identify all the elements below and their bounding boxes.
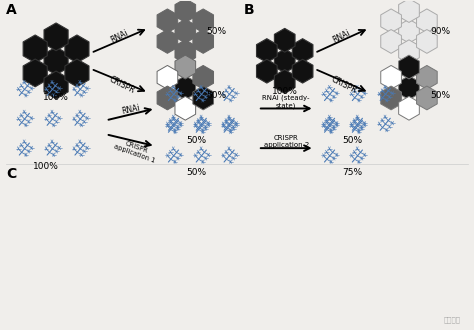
Text: 90%: 90%: [430, 27, 451, 36]
Polygon shape: [399, 76, 419, 100]
Text: CRISPR: CRISPR: [329, 74, 358, 95]
Text: 100%: 100%: [272, 87, 298, 96]
Polygon shape: [65, 35, 89, 63]
Polygon shape: [23, 35, 47, 63]
Text: 50%: 50%: [430, 91, 451, 100]
Polygon shape: [175, 19, 196, 43]
Text: RNAi: RNAi: [120, 103, 141, 116]
Polygon shape: [193, 30, 213, 53]
Polygon shape: [175, 96, 196, 120]
Text: 50%: 50%: [186, 168, 206, 177]
Text: CRISPR
application 2: CRISPR application 2: [264, 135, 309, 148]
Text: A: A: [6, 3, 17, 17]
Text: 50%: 50%: [207, 27, 227, 36]
Polygon shape: [44, 47, 68, 75]
Text: B: B: [244, 3, 255, 17]
Text: 50%: 50%: [186, 136, 206, 145]
Polygon shape: [274, 49, 295, 73]
Polygon shape: [256, 59, 277, 83]
Polygon shape: [175, 55, 196, 79]
Polygon shape: [399, 55, 419, 79]
Text: 枢密科技: 枢密科技: [444, 316, 461, 323]
Polygon shape: [193, 9, 213, 33]
Polygon shape: [417, 30, 437, 53]
Polygon shape: [193, 86, 213, 110]
Polygon shape: [274, 70, 295, 93]
Polygon shape: [399, 96, 419, 120]
Text: CRISPR: CRISPR: [107, 74, 136, 95]
Polygon shape: [23, 59, 47, 87]
Polygon shape: [157, 65, 178, 89]
Polygon shape: [417, 86, 437, 110]
Text: C: C: [6, 167, 17, 181]
Polygon shape: [175, 76, 196, 100]
Polygon shape: [292, 39, 313, 62]
Polygon shape: [44, 71, 68, 99]
Text: RNAi: RNAi: [331, 28, 352, 45]
Polygon shape: [193, 65, 213, 89]
Polygon shape: [157, 9, 178, 33]
Polygon shape: [399, 0, 419, 22]
Polygon shape: [256, 39, 277, 62]
Polygon shape: [274, 28, 295, 52]
Text: 100%: 100%: [43, 93, 69, 102]
Text: 100%: 100%: [33, 162, 59, 171]
Polygon shape: [44, 23, 68, 51]
Polygon shape: [157, 86, 178, 110]
Polygon shape: [175, 0, 196, 22]
Polygon shape: [381, 65, 401, 89]
Polygon shape: [381, 86, 401, 110]
Polygon shape: [292, 59, 313, 83]
Text: RNAi: RNAi: [109, 28, 130, 45]
Text: 50%: 50%: [342, 136, 363, 145]
Text: RNAi (steady-
state): RNAi (steady- state): [263, 94, 310, 109]
Polygon shape: [157, 30, 178, 53]
Polygon shape: [381, 9, 401, 33]
Text: 50%: 50%: [207, 91, 227, 100]
Text: 75%: 75%: [342, 168, 363, 177]
Polygon shape: [175, 40, 196, 64]
Polygon shape: [399, 19, 419, 43]
Text: CRISPR
application 1: CRISPR application 1: [113, 137, 158, 164]
Polygon shape: [417, 9, 437, 33]
Polygon shape: [65, 59, 89, 87]
Polygon shape: [399, 40, 419, 64]
Polygon shape: [417, 65, 437, 89]
Polygon shape: [381, 30, 401, 53]
